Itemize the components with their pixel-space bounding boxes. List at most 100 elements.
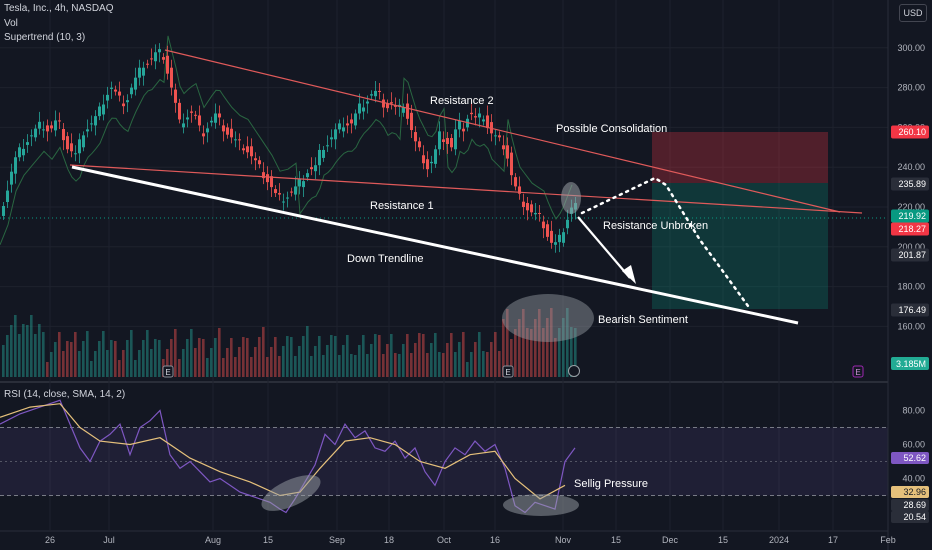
candle-body	[242, 148, 245, 151]
volume-bar	[442, 353, 445, 377]
volume-bar	[190, 329, 193, 377]
volume-bar	[114, 341, 117, 377]
earnings-marker-label: E	[855, 368, 860, 377]
price-tick-label: 280.00	[897, 83, 925, 93]
volume-bar	[426, 353, 429, 377]
candle-body	[46, 125, 49, 132]
candle-body	[474, 116, 477, 118]
price-tag	[891, 125, 929, 139]
volume-bar	[126, 340, 129, 377]
volume-bar	[330, 335, 333, 377]
projection-path	[580, 176, 750, 308]
candle-body	[542, 221, 545, 229]
candle-body	[306, 173, 309, 178]
candle-body	[322, 149, 325, 158]
volume-bar	[386, 344, 389, 377]
volume-bar	[430, 343, 433, 377]
volume-bar	[318, 336, 321, 377]
time-tick-label: 15	[263, 535, 273, 545]
volume-bar	[478, 332, 481, 377]
candle-body	[66, 136, 69, 150]
volume-bar	[446, 343, 449, 377]
volume-bar	[106, 350, 109, 377]
candle-body	[346, 123, 349, 126]
volume-bar	[286, 336, 289, 377]
price-tag	[891, 303, 929, 317]
volume-bar	[262, 327, 265, 377]
candle-body	[410, 112, 413, 131]
time-tick-label: Nov	[555, 535, 572, 545]
price-tick-label: 160.00	[897, 321, 925, 331]
candle-body	[294, 186, 297, 195]
volume-bar	[238, 347, 241, 377]
candle-body	[78, 139, 81, 154]
candle-body	[506, 145, 509, 159]
candle-body	[158, 49, 161, 53]
time-tick-label: Dec	[662, 535, 679, 545]
volume-bar	[278, 356, 281, 377]
symbol-title: Tesla, Inc., 4h, NASDAQ	[4, 3, 114, 14]
candle-body	[274, 189, 277, 194]
volume-highlight-ellipse	[502, 294, 594, 342]
candle-body	[6, 190, 9, 203]
candle-body	[226, 127, 229, 135]
volume-bar	[146, 330, 149, 377]
candle-body	[338, 123, 341, 130]
volume-bar	[250, 357, 253, 377]
earnings-marker	[162, 365, 174, 378]
candle-body	[210, 120, 213, 123]
volume-bar	[134, 360, 137, 377]
price-tag-label: 235.89	[898, 179, 926, 189]
candle-body	[446, 138, 449, 144]
candle-body	[526, 203, 529, 211]
annotation-label: Resistance 2	[430, 95, 494, 107]
volume-bar	[154, 339, 157, 377]
candle-body	[282, 201, 285, 203]
volume-bar	[266, 357, 269, 377]
candle-body	[486, 115, 489, 129]
volume-bar	[518, 319, 521, 377]
volume-bar	[454, 352, 457, 377]
candle-body	[290, 191, 293, 193]
currency-button[interactable]: USD	[899, 4, 927, 22]
candle-body	[478, 113, 481, 118]
candle-body	[342, 127, 345, 132]
rsi-annotation-label: Sellig Pressure	[574, 478, 648, 490]
volume-bar	[226, 348, 229, 377]
candle-body	[562, 232, 565, 243]
candle-body	[122, 103, 125, 107]
candle-body	[186, 117, 189, 120]
candle-body	[354, 113, 357, 126]
volume-bar	[298, 346, 301, 377]
time-tick-label: Jul	[103, 535, 115, 545]
candle-body	[38, 121, 41, 129]
rsi-tick-label: 40.00	[902, 474, 925, 484]
candle-body	[534, 212, 537, 215]
candle-body	[254, 158, 257, 161]
candle-body	[278, 193, 281, 195]
candle-body	[214, 113, 217, 123]
candle-body	[206, 128, 209, 133]
volume-bar	[314, 346, 317, 377]
candle-body	[130, 87, 133, 95]
rsi-tag-label: 28.69	[903, 500, 926, 510]
volume-bar	[510, 339, 513, 377]
time-tick-label: 15	[718, 535, 728, 545]
volume-bar	[414, 343, 417, 377]
volume-bar	[542, 328, 545, 377]
candle-body	[326, 145, 329, 147]
earnings-marker-label: E	[165, 368, 170, 377]
short-zone-box	[652, 132, 828, 183]
volume-bar	[574, 328, 577, 377]
candle-body	[438, 131, 441, 150]
candle-body	[502, 145, 505, 150]
volume-bar	[38, 324, 41, 377]
volume-bar	[406, 334, 409, 377]
earnings-marker	[502, 365, 514, 378]
volume-bar	[210, 348, 213, 377]
rsi-tag	[891, 499, 929, 511]
price-tick-label: 240.00	[897, 162, 925, 172]
candle-body	[114, 89, 117, 92]
volume-bar	[30, 315, 33, 377]
